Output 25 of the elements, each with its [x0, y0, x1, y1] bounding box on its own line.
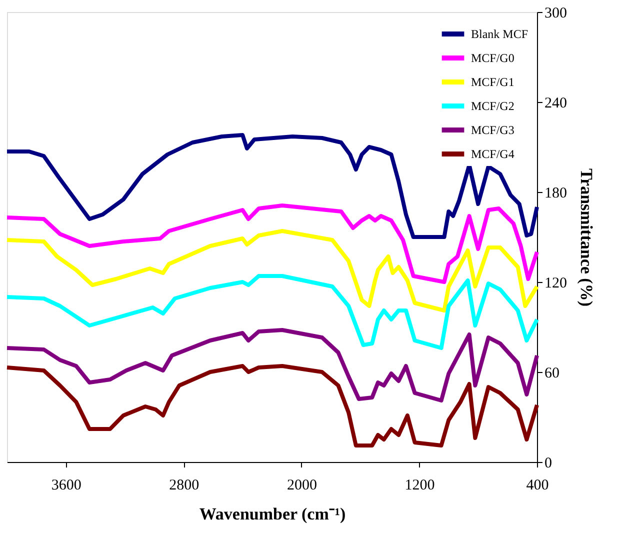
line-series	[5, 274, 539, 350]
x-axis-title: Wavenumber (cm⁻¹)	[199, 504, 346, 524]
line-series	[5, 229, 539, 312]
line-series	[5, 364, 539, 448]
x-tick-label: 2800	[169, 478, 200, 494]
y-tick-label: 240	[544, 96, 567, 112]
legend-label: MCF/G4	[471, 147, 514, 161]
line-series	[5, 204, 539, 284]
x-tick-label: 2000	[286, 478, 317, 494]
y-tick-label: 180	[544, 186, 567, 202]
x-tick-label: 400	[526, 478, 549, 494]
legend-label: MCF/G2	[471, 99, 514, 113]
line-series	[5, 133, 539, 239]
y-tick-label: 120	[544, 276, 567, 292]
y-tick-label: 0	[544, 456, 552, 472]
y-tick-label: 60	[544, 366, 560, 382]
y-tick-label: 300	[544, 6, 567, 22]
line-series	[5, 328, 539, 402]
legend-label: MCF/G1	[471, 75, 514, 89]
legend-label: MCF/G3	[471, 123, 514, 137]
legend-label: MCF/G0	[471, 51, 514, 65]
legend-label: Blank MCF	[471, 27, 528, 41]
x-tick-label: 3600	[51, 478, 82, 494]
y-axis-title: Transmittance (%)	[577, 168, 596, 307]
x-tick-label: 1200	[404, 478, 435, 494]
